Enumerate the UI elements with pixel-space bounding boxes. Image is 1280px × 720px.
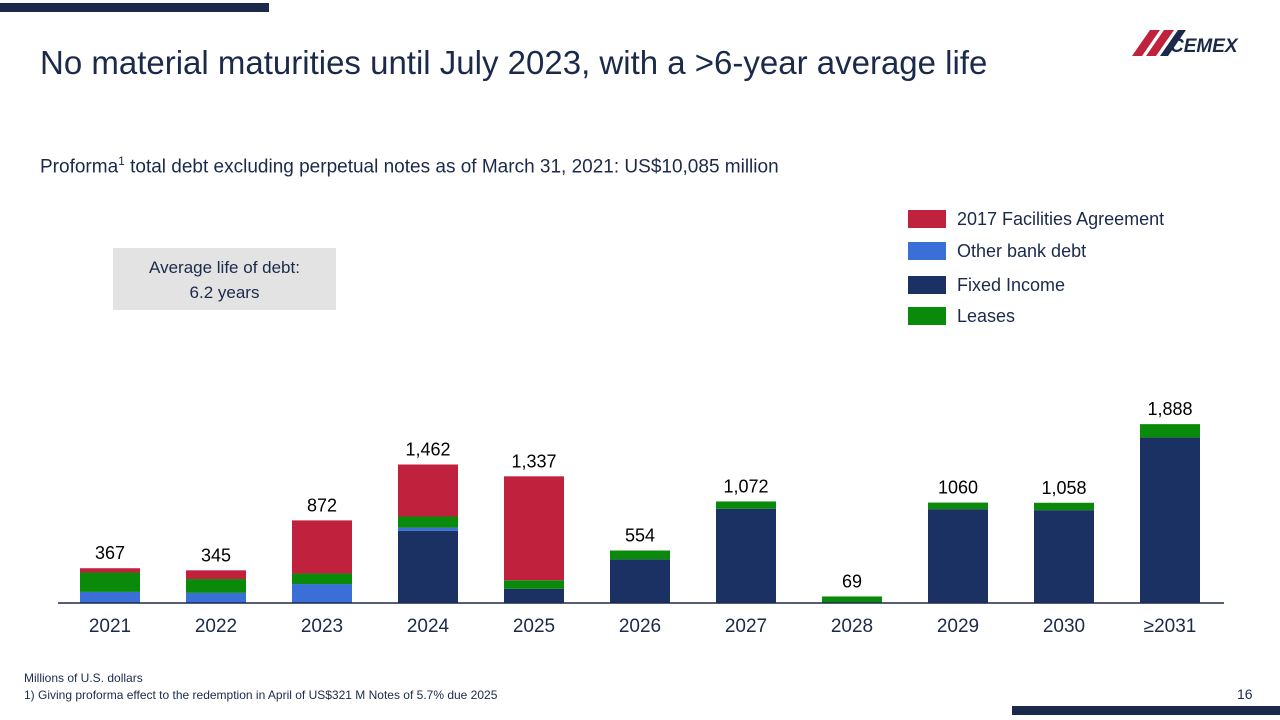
bar-segment-2021-leases (80, 572, 140, 592)
bar-segment-2026-fixed-income (610, 559, 670, 603)
cemex-logo-icon (1132, 30, 1186, 56)
legend-swatch-leases (908, 307, 946, 325)
bar-segment-2025-leases (504, 580, 564, 589)
bar-segment-2022-2017-facilities-agreement (186, 570, 246, 580)
legend-item-other-bank: Other bank debt (908, 240, 1208, 264)
legend-swatch-other-bank (908, 242, 946, 260)
average-life-box: Average life of debt: 6.2 years (113, 248, 336, 310)
legend-item-leases: Leases (908, 305, 1208, 329)
total-label-2031: 1,888 (1147, 399, 1192, 419)
bar-segment-2024-leases (398, 516, 458, 528)
legend-label-leases: Leases (957, 306, 1016, 326)
legend-label-facilities: 2017 Facilities Agreement (957, 209, 1165, 229)
x-tick-label-2023: 2023 (301, 616, 343, 637)
bar-segment-2021-other-bank-debt (80, 591, 140, 603)
x-tick-label-2024: 2024 (407, 616, 450, 637)
bottom-accent-bar (1012, 706, 1280, 715)
x-tick-label-2027: 2027 (725, 616, 767, 637)
legend-item-facilities: 2017 Facilities Agreement (908, 208, 1208, 232)
page-number: 16 (1237, 686, 1253, 702)
bar-segment-2028-leases (822, 596, 882, 603)
legend-swatch-fixed-income (908, 276, 946, 294)
legend-item-fixed-income: Fixed Income (908, 274, 1208, 298)
bar-segment-2025-2017-facilities-agreement (504, 476, 564, 581)
bar-segment-2024-other-bank-debt (398, 527, 458, 531)
legend-swatch-facilities (908, 210, 946, 228)
total-label-2027: 1,072 (723, 476, 768, 496)
total-label-2026: 554 (625, 526, 655, 546)
total-label-2024: 1,462 (405, 439, 450, 459)
bars-group (80, 424, 1200, 603)
x-tick-label-2030: 2030 (1043, 616, 1085, 637)
labels-group: 367 2021 345 2022 872 2023 1,462 2024 1,337 2025 5… (89, 399, 1196, 637)
footnote-1: 1) Giving proforma effect to the redempt… (24, 688, 498, 702)
units-footnote: Millions of U.S. dollars (24, 671, 143, 685)
total-label-2023: 872 (307, 495, 337, 515)
legend-label-other-bank: Other bank debt (957, 241, 1087, 261)
x-tick-label-2021: 2021 (89, 616, 131, 637)
x-tick-label-2028: 2028 (831, 616, 873, 637)
x-tick-label-2026: 2026 (619, 616, 661, 637)
bar-segment-2027-fixed-income (716, 508, 776, 603)
bar-segment-2030-leases (1034, 502, 1094, 511)
total-label-2022: 345 (201, 545, 231, 565)
bar-segment-2030-fixed-income (1034, 510, 1094, 603)
bar-segment-2021-2017-facilities-agreement (80, 568, 140, 573)
x-tick-label-2031: ≥2031 (1144, 616, 1197, 637)
top-accent-bar (0, 3, 269, 12)
total-label-2021: 367 (95, 543, 125, 563)
subtitle-footnote-ref: 1 (118, 154, 125, 168)
subtitle-rest: total debt excluding perpetual notes as … (124, 156, 779, 178)
bar-segment-2025-fixed-income (504, 588, 564, 603)
bar-segment-2022-leases (186, 579, 246, 593)
total-label-2028: 69 (842, 571, 862, 591)
logo-text: CEMEX (1170, 36, 1238, 57)
x-tick-label-2022: 2022 (195, 616, 237, 637)
bar-segment-2029-leases (928, 502, 988, 510)
bar-segment-2023-other-bank-debt (292, 584, 352, 603)
bar-segment-2024-2017-facilities-agreement (398, 464, 458, 517)
x-tick-label-2029: 2029 (937, 616, 979, 637)
bar-segment-2022-other-bank-debt (186, 592, 246, 603)
x-tick-label-2025: 2025 (513, 616, 555, 637)
average-life-value: 6.2 years (189, 283, 260, 302)
bar-segment-2026-leases (610, 550, 670, 560)
average-life-label: Average life of debt: (149, 258, 300, 277)
bar-segment-2023-leases (292, 573, 352, 585)
subtitle-main: Proforma (40, 156, 119, 178)
bar-segment-2031-leases (1140, 424, 1200, 438)
total-label-2025: 1,337 (511, 451, 556, 471)
bar-segment-2023-2017-facilities-agreement (292, 520, 352, 574)
bar-segment-2031-fixed-income (1140, 437, 1200, 603)
legend-label-fixed-income: Fixed Income (957, 275, 1066, 295)
total-label-2030: 1,058 (1041, 478, 1086, 498)
total-label-2029: 1060 (938, 478, 978, 498)
bar-segment-2027-leases (716, 501, 776, 509)
bar-segment-2024-fixed-income (398, 530, 458, 603)
chart-subtitle: Proforma1 total debt excluding perpetual… (40, 154, 779, 178)
slide-title: No material maturities until July 2023, … (40, 44, 988, 81)
bar-segment-2029-fixed-income (928, 509, 988, 603)
